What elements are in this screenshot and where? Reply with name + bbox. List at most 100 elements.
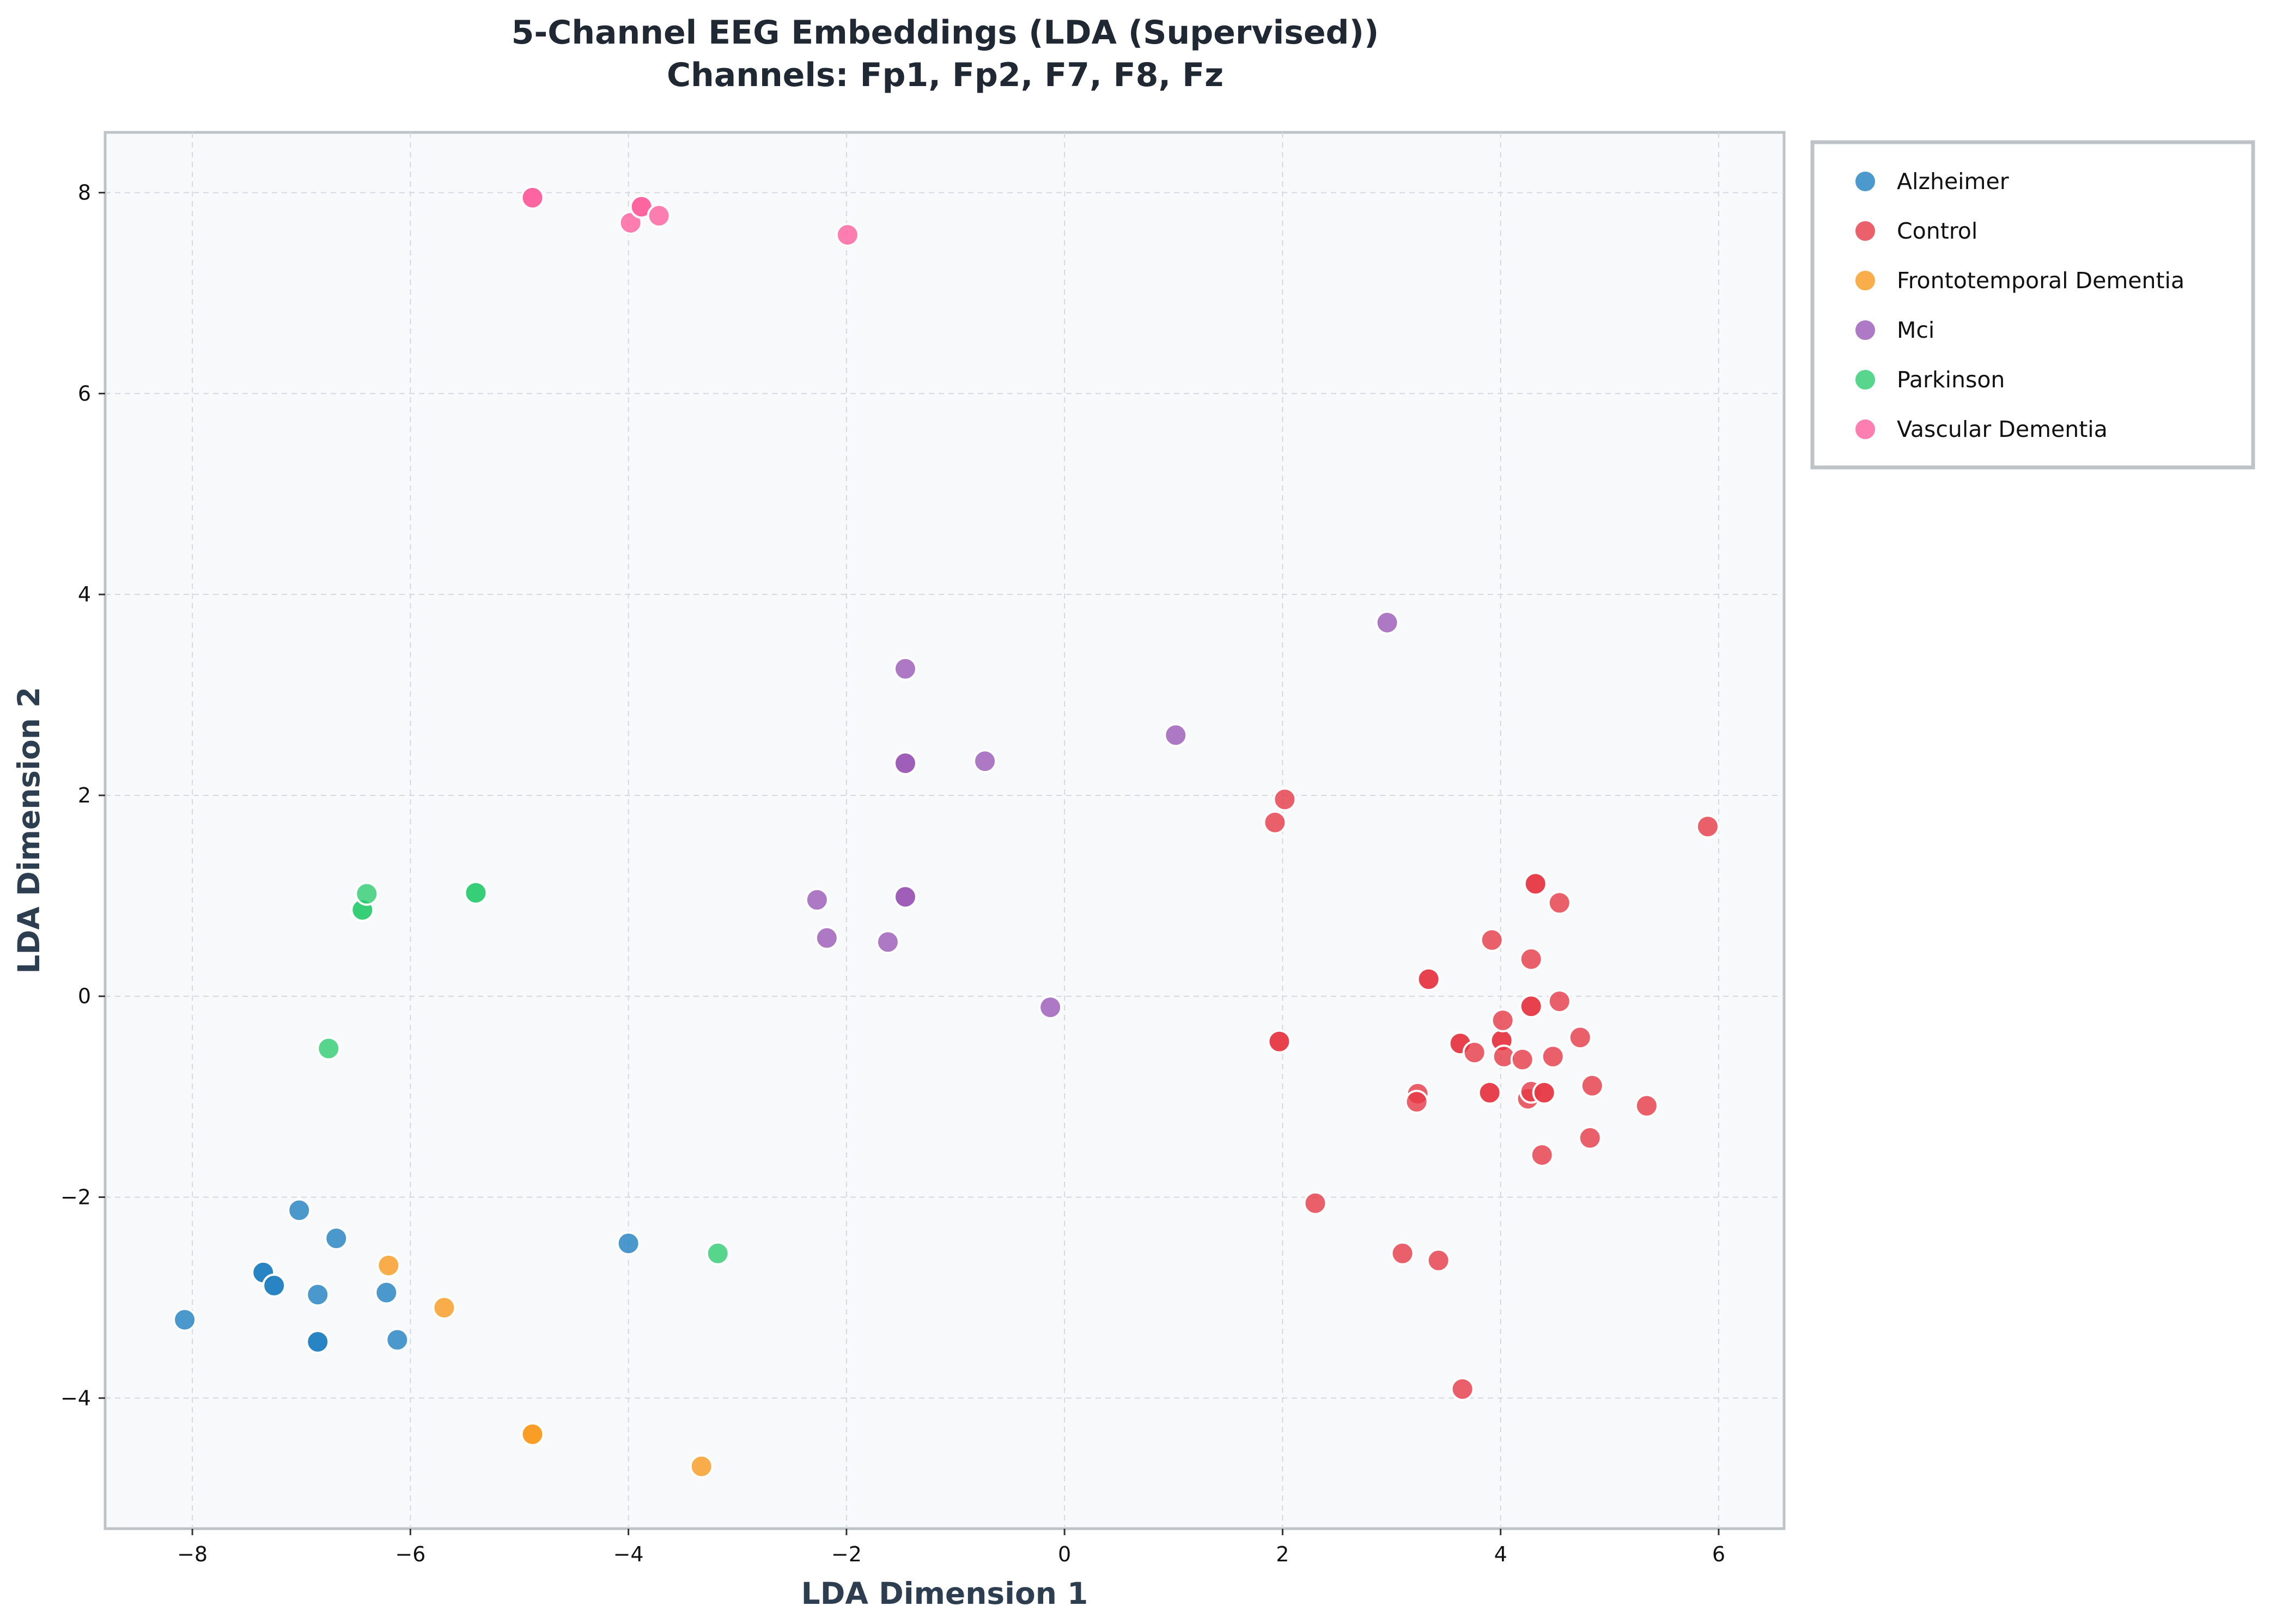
data-point-parkinson <box>705 1241 730 1266</box>
data-points <box>173 185 1720 1479</box>
legend: Alzheimer Control Frontotemporal Dementia M… <box>1810 140 2255 470</box>
data-point-mci <box>814 926 839 950</box>
legend-label-alzheimer: Alzheimer <box>1897 168 2009 194</box>
legend-label-vascular-dementia: Vascular Dementia <box>1897 416 2108 442</box>
series-mci <box>805 610 1399 1020</box>
legend-marker-control <box>1853 219 1877 243</box>
data-point-control <box>1580 1073 1604 1098</box>
legend-entries: Alzheimer Control Frontotemporal Dementia M… <box>1853 168 2184 442</box>
data-point-vascular-dementia <box>520 185 545 210</box>
data-point-alzheimer <box>262 1273 287 1298</box>
data-point-control <box>1303 1191 1328 1215</box>
y-tick-label: 4 <box>78 582 91 606</box>
y-axis-label: LDA Dimension 2 <box>11 687 46 974</box>
data-point-frontotemporal-dementia <box>689 1454 714 1479</box>
data-point-mci <box>875 930 900 954</box>
chart-title: 5-Channel EEG Embeddings (LDA (Supervise… <box>512 14 1379 52</box>
y-tick-label: 0 <box>78 984 91 1008</box>
data-point-alzheimer <box>385 1328 410 1352</box>
x-tick-label: −8 <box>177 1542 208 1566</box>
series-vascular-dementia <box>520 185 860 247</box>
x-tick-label: 2 <box>1276 1542 1289 1566</box>
data-point-control <box>1450 1377 1475 1401</box>
data-point-control <box>1519 994 1543 1019</box>
data-point-control <box>1267 1029 1292 1054</box>
series-frontotemporal-dementia <box>376 1253 714 1479</box>
data-point-mci <box>893 885 917 909</box>
data-point-alzheimer <box>173 1307 197 1332</box>
data-point-frontotemporal-dementia <box>432 1295 457 1320</box>
data-point-alzheimer <box>616 1231 641 1256</box>
series-parkinson <box>317 880 730 1266</box>
y-tick-label: 6 <box>78 381 91 405</box>
data-point-control <box>1480 928 1504 952</box>
data-point-control <box>1490 1008 1515 1032</box>
legend-label-parkinson: Parkinson <box>1897 367 2005 393</box>
y-tick-label: 8 <box>78 181 91 205</box>
data-point-control <box>1568 1025 1592 1050</box>
data-point-control <box>1530 1143 1554 1167</box>
data-point-frontotemporal-dementia <box>376 1253 401 1278</box>
data-point-control <box>1462 1040 1487 1065</box>
data-point-mci <box>1375 610 1399 635</box>
x-tick-label: 4 <box>1494 1542 1507 1566</box>
data-point-parkinson <box>355 881 379 906</box>
y-tick-label: −4 <box>60 1386 91 1410</box>
data-point-alzheimer <box>306 1330 330 1354</box>
x-tick-label: −6 <box>395 1542 425 1566</box>
legend-label-mci: Mci <box>1897 317 1934 343</box>
data-point-mci <box>893 751 917 775</box>
legend-marker-parkinson <box>1853 368 1877 392</box>
legend-marker-vascular-dementia <box>1853 417 1877 441</box>
data-point-control <box>1426 1248 1451 1273</box>
data-point-mci <box>1038 995 1063 1020</box>
data-point-control <box>1547 989 1572 1013</box>
series-alzheimer <box>173 1198 641 1354</box>
legend-label-frontotemporal-dementia: Frontotemporal Dementia <box>1897 267 2184 294</box>
data-point-control <box>1416 967 1441 992</box>
legend-marker-alzheimer <box>1853 169 1877 193</box>
data-point-control <box>1477 1080 1502 1105</box>
x-tick-label: −4 <box>613 1542 644 1566</box>
data-point-alzheimer <box>306 1282 330 1307</box>
x-tick-label: 0 <box>1058 1542 1071 1566</box>
data-point-control <box>1390 1241 1415 1266</box>
data-point-mci <box>1164 723 1188 747</box>
data-point-parkinson <box>464 880 488 905</box>
data-point-control <box>1695 814 1720 839</box>
series-control <box>1263 787 1720 1401</box>
data-point-control <box>1547 891 1572 915</box>
data-point-parkinson <box>317 1036 341 1061</box>
data-point-control <box>1541 1044 1565 1069</box>
x-tick-label: −2 <box>831 1542 862 1566</box>
x-axis-ticks: −8 −6 −4 −2 0 2 4 6 <box>177 1529 1725 1566</box>
data-point-control <box>1404 1090 1429 1114</box>
y-axis-ticks: −4 −2 0 2 4 6 8 <box>60 181 105 1410</box>
data-point-control <box>1532 1080 1556 1105</box>
data-point-control <box>1634 1093 1659 1118</box>
plot-area <box>104 131 1786 1530</box>
data-point-mci <box>893 656 917 681</box>
y-tick-label: 2 <box>78 783 91 807</box>
data-point-frontotemporal-dementia <box>520 1422 545 1446</box>
legend-marker-frontotemporal-dementia <box>1853 269 1877 293</box>
legend-marker-mci <box>1853 318 1877 342</box>
data-point-vascular-dementia <box>647 204 671 228</box>
chart-subtitle: Channels: Fp1, Fp2, F7, F8, Fz <box>667 56 1224 94</box>
data-point-control <box>1263 810 1287 835</box>
data-point-mci <box>805 887 829 912</box>
data-point-control <box>1523 872 1548 896</box>
data-point-alzheimer <box>324 1226 349 1251</box>
x-axis-label: LDA Dimension 1 <box>801 1576 1088 1611</box>
legend-label-control: Control <box>1897 218 1977 244</box>
data-point-control <box>1510 1047 1535 1072</box>
y-tick-label: −2 <box>60 1185 91 1209</box>
data-point-control <box>1273 787 1297 812</box>
legend-box <box>1810 140 2255 470</box>
data-point-vascular-dementia <box>835 223 860 247</box>
data-point-control <box>1519 947 1543 971</box>
x-tick-label: 6 <box>1712 1542 1725 1566</box>
data-point-mci <box>973 749 997 774</box>
data-point-alzheimer <box>287 1198 312 1222</box>
